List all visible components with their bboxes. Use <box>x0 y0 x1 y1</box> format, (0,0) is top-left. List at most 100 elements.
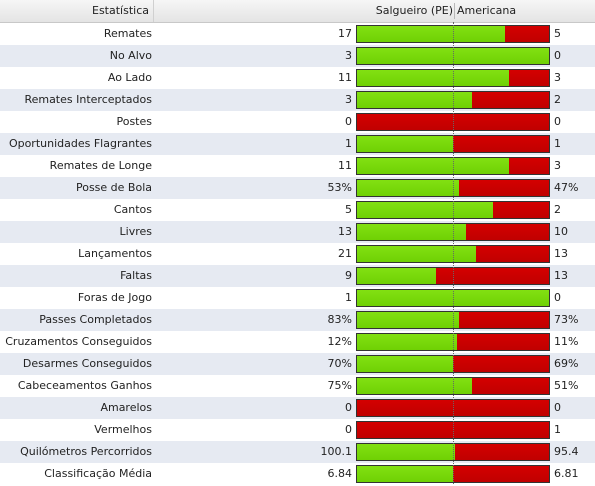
away-value: 73% <box>554 313 579 326</box>
stat-label: Quilómetros Percorridos <box>20 445 152 458</box>
comparison-bar <box>356 157 550 175</box>
stat-row: No Alvo 3 0 <box>0 45 595 67</box>
home-share-fill <box>357 202 494 218</box>
home-share-fill <box>357 356 453 372</box>
stat-row: Amarelos 0 0 <box>0 397 595 419</box>
away-value: 1 <box>554 137 561 150</box>
home-share-fill <box>357 48 549 64</box>
comparison-bar <box>356 47 550 65</box>
home-share-fill <box>357 136 453 152</box>
away-share-fill <box>508 158 549 174</box>
stat-label: Posse de Bola <box>75 181 152 194</box>
home-share-fill <box>357 466 453 482</box>
column-header-statistic[interactable]: Estatística <box>0 0 154 22</box>
away-share-fill <box>357 114 549 130</box>
home-share-fill <box>357 180 459 196</box>
stat-label: Vermelhos <box>94 423 152 436</box>
comparison-bar <box>356 399 550 417</box>
comparison-bar <box>356 311 550 329</box>
home-value: 11 <box>338 159 352 172</box>
stat-label: Ao Lado <box>107 71 152 84</box>
away-value: 2 <box>554 93 561 106</box>
stat-label: Desarmes Conseguidos <box>22 357 152 370</box>
comparison-bar <box>356 333 550 351</box>
comparison-bar <box>356 355 550 373</box>
away-share-fill <box>472 92 549 108</box>
away-share-fill <box>435 268 549 284</box>
away-value: 6.81 <box>554 467 579 480</box>
stat-label: Remates de Longe <box>49 159 152 172</box>
home-value: 70% <box>327 357 352 370</box>
stat-row: Postes 0 0 <box>0 111 595 133</box>
home-share-fill <box>357 444 455 460</box>
stat-row: Cantos 5 2 <box>0 199 595 221</box>
stat-label: Remates Interceptados <box>24 93 152 106</box>
away-value: 95.4 <box>554 445 579 458</box>
comparison-bar <box>356 223 550 241</box>
away-share-fill <box>472 378 549 394</box>
home-value: 17 <box>338 27 352 40</box>
home-value: 83% <box>327 313 352 326</box>
stat-row: Oportunidades Flagrantes 1 1 <box>0 133 595 155</box>
home-value: 11 <box>338 71 352 84</box>
stat-row: Livres 13 10 <box>0 221 595 243</box>
home-share-fill <box>357 334 457 350</box>
stat-row: Remates 17 5 <box>0 23 595 45</box>
stat-label: No Alvo <box>109 49 152 62</box>
stat-label: Foras de Jogo <box>77 291 152 304</box>
stat-row: Ao Lado 11 3 <box>0 67 595 89</box>
away-value: 47% <box>554 181 579 194</box>
home-value: 0 <box>345 423 352 436</box>
home-value: 0 <box>345 401 352 414</box>
stat-label: Livres <box>119 225 152 238</box>
comparison-bar <box>356 135 550 153</box>
home-value: 1 <box>345 291 352 304</box>
home-share-fill <box>357 378 473 394</box>
home-value: 1 <box>345 137 352 150</box>
home-value: 3 <box>345 49 352 62</box>
home-share-fill <box>357 268 436 284</box>
home-value: 5 <box>345 203 352 216</box>
stat-label: Postes <box>116 115 152 128</box>
home-share-fill <box>357 224 467 240</box>
stat-label: Classificação Média <box>44 467 152 480</box>
comparison-bar <box>356 377 550 395</box>
away-value: 0 <box>554 401 561 414</box>
away-share-fill <box>458 180 549 196</box>
stat-label: Remates <box>103 27 152 40</box>
stat-row: Remates de Longe 11 3 <box>0 155 595 177</box>
column-header-away-team[interactable]: Americana <box>457 4 517 17</box>
away-share-fill <box>357 422 549 438</box>
column-header-home-team[interactable]: Salgueiro (PE) <box>375 4 453 17</box>
comparison-bar <box>356 69 550 87</box>
away-value: 3 <box>554 159 561 172</box>
comparison-bar <box>356 25 550 43</box>
stat-label: Oportunidades Flagrantes <box>8 137 152 150</box>
home-value: 13 <box>338 225 352 238</box>
away-value: 10 <box>554 225 568 238</box>
home-value: 21 <box>338 247 352 260</box>
away-value: 69% <box>554 357 579 370</box>
away-share-fill <box>453 136 549 152</box>
away-share-fill <box>504 26 549 42</box>
away-value: 13 <box>554 269 568 282</box>
away-share-fill <box>357 400 549 416</box>
away-share-fill <box>466 224 549 240</box>
away-share-fill <box>456 334 549 350</box>
comparison-bar <box>356 443 550 461</box>
away-share-fill <box>458 312 549 328</box>
home-value: 3 <box>345 93 352 106</box>
comparison-bar <box>356 289 550 307</box>
comparison-bar <box>356 91 550 109</box>
comparison-bar <box>356 113 550 131</box>
away-value: 11% <box>554 335 579 348</box>
home-share-fill <box>357 26 505 42</box>
stat-row: Cabeceamentos Ganhos 75% 51% <box>0 375 595 397</box>
away-value: 5 <box>554 27 561 40</box>
stat-label: Cabeceamentos Ganhos <box>17 379 152 392</box>
away-value: 3 <box>554 71 561 84</box>
stat-row: Foras de Jogo 1 0 <box>0 287 595 309</box>
stat-label: Passes Completados <box>39 313 152 326</box>
stat-label: Cantos <box>113 203 152 216</box>
